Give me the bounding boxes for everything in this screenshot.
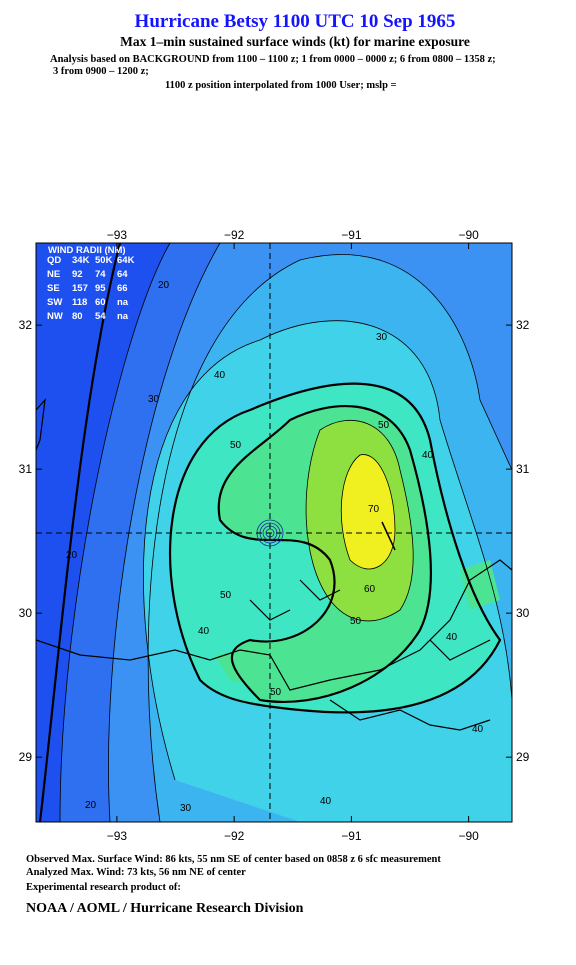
contour-label: 40 — [198, 626, 210, 637]
y-tick-label: 31 — [19, 462, 33, 476]
wind-radii-header: 34K — [72, 255, 90, 266]
wind-radii-cell: 60 — [95, 297, 106, 308]
y-tick-label: 29 — [516, 750, 530, 764]
axes: −93 −93 −92 −92 −91 −91 −90 −90 29 29 30 30 31 31 32 32 — [19, 228, 530, 843]
contour-label: 50 — [378, 420, 390, 431]
contour-label: 50 — [350, 616, 362, 627]
wind-radii-cell: 118 — [72, 297, 87, 308]
footer-line: Observed Max. Surface Wind: 86 kts, 55 n… — [26, 854, 441, 865]
x-tick-label: −92 — [224, 228, 245, 242]
x-tick-label: −90 — [458, 228, 479, 242]
wind-radii-cell: 66 — [117, 283, 128, 294]
footer-org: NOAA / AOML / Hurricane Research Divisio… — [26, 901, 304, 916]
y-tick-label: 30 — [516, 606, 530, 620]
wind-radii-cell: 64 — [117, 269, 128, 280]
analysis-line: 1100 z position interpolated from 1000 U… — [165, 80, 397, 91]
footer-line: Experimental research product of: — [26, 882, 181, 893]
wind-radii-cell: na — [117, 297, 129, 308]
wind-radii-cell: 95 — [95, 283, 106, 294]
wind-radii-title: WIND RADII (NM) — [48, 245, 126, 256]
contour-label: 30 — [148, 394, 160, 405]
title: Hurricane Betsy 1100 UTC 10 Sep 1965 — [135, 11, 456, 32]
subtitle: Max 1–min sustained surface winds (kt) f… — [120, 34, 470, 49]
wind-radii-cell: NW — [47, 311, 63, 322]
wind-radii-header: 64K — [117, 255, 135, 266]
wind-radii-cell: 80 — [72, 311, 83, 322]
x-tick-label: −91 — [341, 228, 362, 242]
contour-label: 40 — [472, 724, 484, 735]
contour-label: 70 — [368, 504, 380, 515]
contour-label: 20 — [85, 800, 97, 811]
contour-label: 50 — [270, 687, 282, 698]
contour-label: 40 — [320, 796, 332, 807]
contour-label: 20 — [66, 550, 78, 561]
contour-label: 20 — [158, 280, 170, 291]
y-tick-label: 29 — [19, 750, 33, 764]
wind-radii-cell: NE — [47, 269, 60, 280]
map-frame — [35, 242, 513, 823]
x-tick-label: −92 — [224, 829, 245, 843]
analysis-line: 3 from 0900 – 1200 z; — [53, 66, 149, 77]
wind-radii-table: WIND RADII (NM)QD 34K 50K 64K NE 92 74 64 SE 157 9… — [47, 245, 135, 322]
y-tick-label: 32 — [516, 318, 530, 332]
x-tick-label: −90 — [458, 829, 479, 843]
contour-label: 40 — [214, 370, 226, 381]
x-tick-label: −91 — [341, 829, 362, 843]
contour-label: 40 — [446, 632, 458, 643]
wind-radii-cell: SE — [47, 283, 60, 294]
y-tick-label: 30 — [19, 606, 33, 620]
wind-field: 20 30 30 40 50 50 40 70 60 50 50 40 20 4… — [36, 243, 512, 822]
contour-label: 50 — [230, 440, 242, 451]
x-tick-label: −93 — [107, 829, 128, 843]
wind-radii-cell: 74 — [95, 269, 106, 280]
wind-radii-header: 50K — [95, 255, 113, 266]
wind-radii-cell: 54 — [95, 311, 106, 322]
x-tick-label: −93 — [107, 228, 128, 242]
wind-radii-cell: 157 — [72, 283, 88, 294]
contour-label: 40 — [422, 450, 434, 461]
wind-radii-cell: SW — [47, 297, 62, 308]
wind-radii-cell: na — [117, 311, 129, 322]
footer-line: Analyzed Max. Wind: 73 kts, 56 nm NE of … — [26, 867, 246, 878]
contour-label: 30 — [180, 803, 192, 814]
y-tick-label: 32 — [19, 318, 33, 332]
contour-label: 30 — [376, 332, 388, 343]
contour-label: 60 — [364, 584, 376, 595]
contour-label: 50 — [220, 590, 232, 601]
analysis-line: Analysis based on BACKGROUND from 1100 –… — [50, 54, 496, 65]
y-tick-label: 31 — [516, 462, 530, 476]
wind-radii-cell: 92 — [72, 269, 83, 280]
wind-radii-header: QD — [47, 255, 61, 266]
